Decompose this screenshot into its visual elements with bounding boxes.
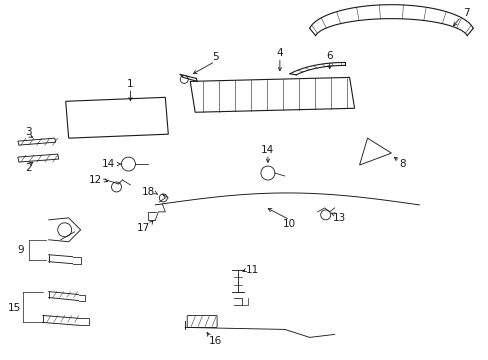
Text: 15: 15 [8,302,21,312]
Text: 14: 14 [102,159,115,169]
Text: 5: 5 [211,53,218,63]
Text: 2: 2 [25,163,32,173]
Text: 14: 14 [261,145,274,155]
Text: 12: 12 [89,175,102,185]
Text: 18: 18 [142,187,155,197]
Text: 6: 6 [325,51,332,62]
Text: 9: 9 [18,245,24,255]
Text: 17: 17 [137,223,150,233]
Text: 16: 16 [208,336,221,346]
Text: 13: 13 [332,213,346,223]
Text: 7: 7 [462,8,468,18]
Text: 11: 11 [245,265,258,275]
Text: 1: 1 [127,79,134,89]
Text: 3: 3 [25,127,32,137]
Text: 10: 10 [283,219,296,229]
Text: 4: 4 [276,49,283,58]
Text: 8: 8 [398,159,405,169]
